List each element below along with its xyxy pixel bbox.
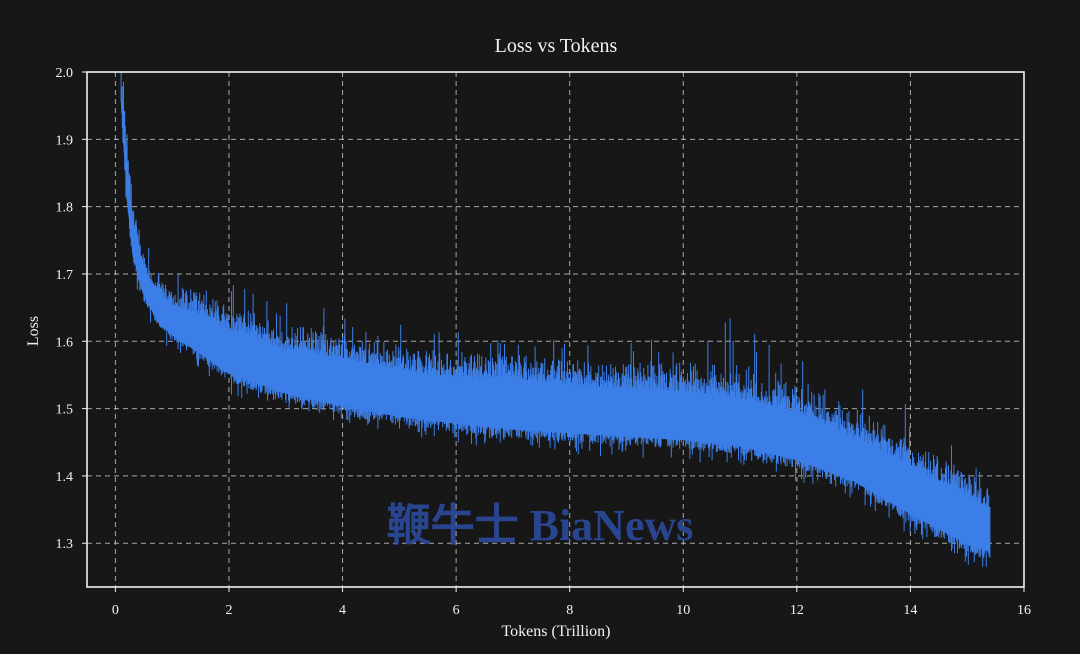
y-tick-label: 1.7 xyxy=(56,268,74,283)
y-axis-label: Loss xyxy=(25,316,42,346)
x-tick-label: 10 xyxy=(676,603,690,618)
watermark: 鞭牛士 BiaNews xyxy=(387,501,694,550)
x-tick-label: 12 xyxy=(790,603,804,618)
y-tick-label: 1.5 xyxy=(56,403,74,418)
x-tick-label: 14 xyxy=(903,603,917,618)
y-tick-label: 1.9 xyxy=(56,133,74,148)
chart-title: Loss vs Tokens xyxy=(495,35,618,57)
x-tick-label: 4 xyxy=(339,603,346,618)
y-tick-label: 1.4 xyxy=(56,470,74,485)
y-tick-label: 1.8 xyxy=(56,201,74,216)
loss-series xyxy=(120,72,991,567)
y-tick-label: 1.3 xyxy=(56,537,74,552)
y-tick-label: 2.0 xyxy=(56,66,74,81)
loss-series-core xyxy=(121,92,990,552)
x-tick-label: 8 xyxy=(566,603,573,618)
x-tick-label: 6 xyxy=(453,603,460,618)
x-tick-label: 16 xyxy=(1017,603,1031,618)
y-tick-label: 1.6 xyxy=(56,335,74,350)
y-axis-ticks: 1.3 1.4 1.5 1.6 1.7 1.8 1.9 2.0 xyxy=(56,66,87,552)
plot-frame xyxy=(86,71,1025,588)
x-axis-ticks: 0 2 4 6 8 10 12 14 16 xyxy=(112,587,1031,618)
x-axis-label: Tokens (Trillion) xyxy=(502,623,611,640)
grid-lines xyxy=(87,72,1024,587)
x-tick-label: 2 xyxy=(225,603,232,618)
x-tick-label: 0 xyxy=(112,603,119,618)
